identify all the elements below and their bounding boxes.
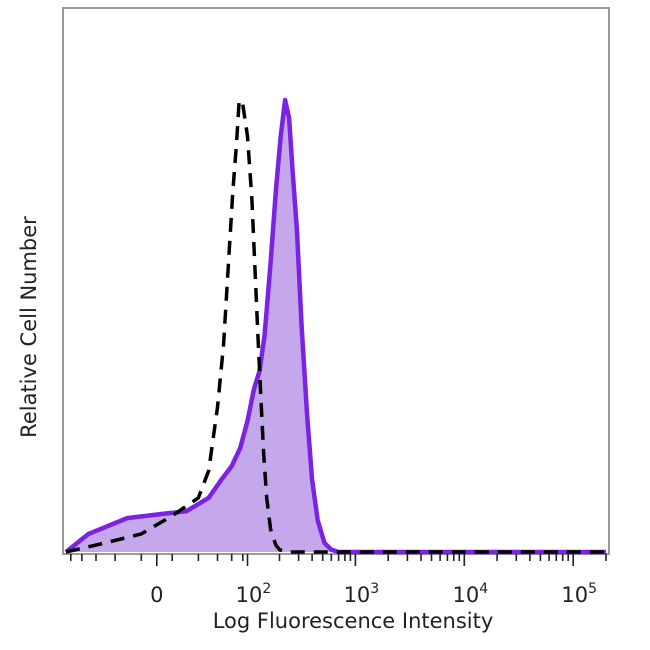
- x-axis-label: Log Fluorescence Intensity: [213, 609, 494, 633]
- stained-histogram-line: [64, 97, 606, 555]
- x-tick-label: 104: [452, 581, 488, 607]
- x-tick-label: 105: [561, 581, 597, 607]
- y-axis-label: Relative Cell Number: [17, 216, 41, 438]
- x-tick-label: 103: [344, 581, 380, 607]
- plot-frame: [62, 7, 610, 555]
- x-tick-label: 0: [150, 583, 163, 607]
- control-histogram-line: [65, 98, 606, 554]
- x-tick-label: 102: [236, 581, 272, 607]
